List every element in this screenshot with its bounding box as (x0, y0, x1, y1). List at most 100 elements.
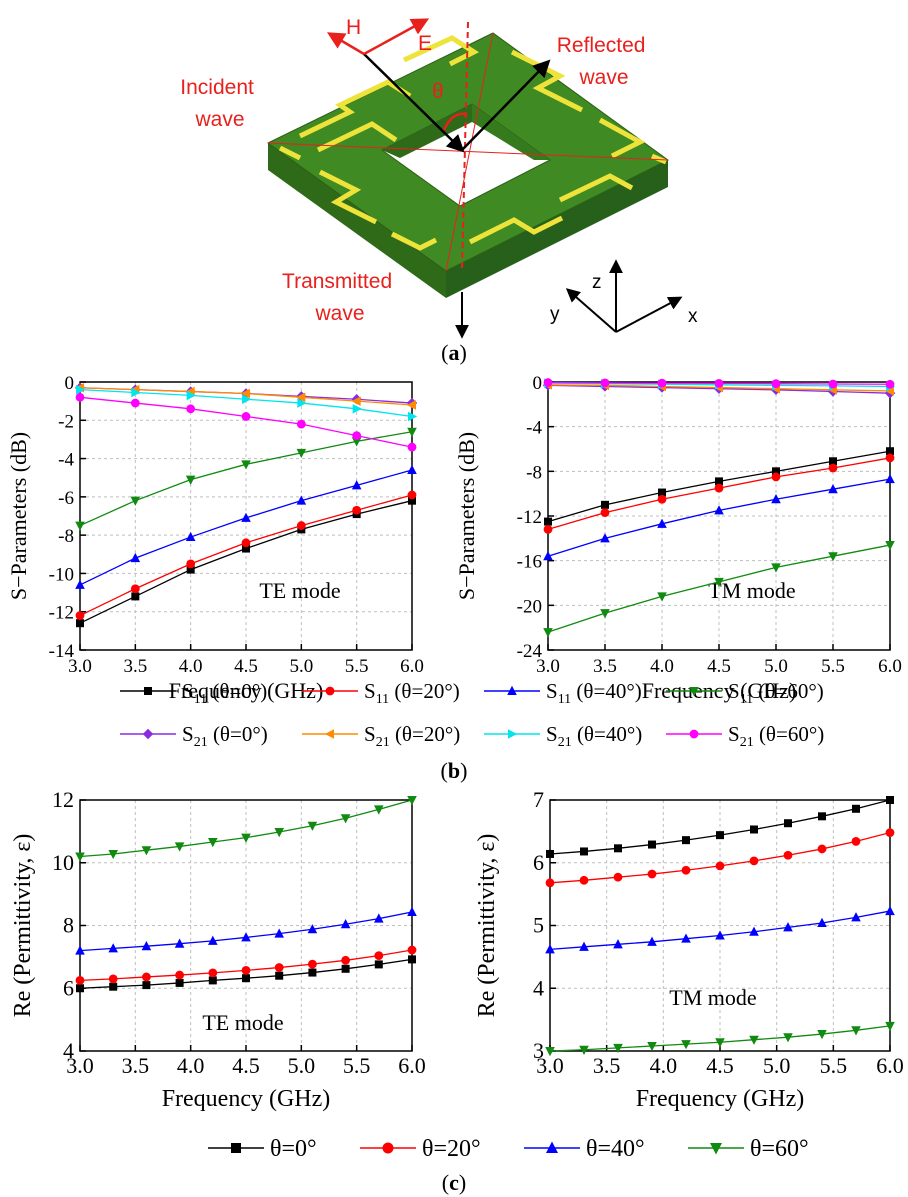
data-point (546, 849, 554, 858)
data-point (296, 392, 306, 403)
legend-label: S21 (θ=40°) (546, 722, 642, 750)
data-point (274, 828, 284, 838)
data-point (341, 955, 350, 965)
series-2 (75, 490, 417, 620)
data-point (130, 584, 140, 594)
y-tick-label: 6 (63, 975, 74, 1000)
data-point (714, 483, 724, 493)
legend-marker (507, 685, 517, 695)
data-point (886, 796, 894, 804)
data-point (851, 837, 861, 846)
y-tick-label: -6 (58, 488, 74, 509)
incident-arrow (363, 53, 465, 153)
data-point (241, 965, 251, 975)
substrate-left-side (268, 143, 446, 298)
data-point (579, 941, 589, 951)
data-point (885, 1021, 895, 1032)
x-tick-label: 3.5 (593, 1053, 621, 1078)
data-point (351, 437, 362, 447)
data-point (884, 386, 894, 396)
legend-label: S11 (θ=40°) (546, 679, 642, 707)
data-point (579, 875, 589, 885)
x-tick-label: 4.0 (177, 1053, 205, 1078)
data-point (307, 924, 318, 934)
e-field-label: E (418, 32, 432, 55)
y-tick-label: -10 (49, 564, 74, 585)
data-point (374, 913, 384, 923)
series-3 (545, 905, 895, 954)
legend-item: S21 (θ=0°) (120, 722, 268, 750)
mode-annotation: TM mode (669, 985, 756, 1010)
data-point (600, 508, 610, 518)
x-axis-label: x (688, 306, 698, 327)
data-point (406, 400, 416, 410)
data-point (657, 592, 667, 602)
legend-marker (144, 687, 152, 695)
legend-marker (546, 1141, 558, 1153)
data-point (886, 447, 894, 456)
data-point (242, 394, 252, 405)
data-point (784, 819, 792, 828)
data-point (771, 563, 781, 573)
legend-label: θ=20° (422, 1136, 481, 1162)
data-point (142, 981, 151, 990)
y-tick-label: 0 (533, 373, 543, 394)
data-point (600, 378, 610, 388)
data-point (108, 849, 118, 860)
legend-item: S21 (θ=60°) (666, 722, 824, 750)
data-point (141, 941, 152, 951)
data-point (543, 551, 553, 561)
legend-marker (508, 729, 518, 739)
data-point (351, 396, 361, 406)
data-point (142, 972, 151, 982)
data-point (241, 932, 251, 942)
y-tick-label: -12 (517, 507, 542, 528)
legend-item: θ=40° (524, 1136, 645, 1162)
data-point (75, 611, 85, 620)
y-tick-label: 4 (63, 1038, 74, 1063)
legend-label: S11 (θ=20°) (364, 679, 460, 707)
x-tick-label: 6.0 (878, 656, 902, 677)
x-tick-label: 3.0 (536, 1053, 564, 1078)
legend-label: S11 (θ=0°) (182, 679, 267, 707)
data-point (307, 821, 318, 831)
data-point (108, 974, 118, 984)
data-point (657, 378, 667, 388)
x-tick-label: 4.5 (234, 656, 258, 677)
data-point (76, 384, 86, 395)
data-point (351, 480, 362, 490)
data-point (241, 833, 251, 843)
series-4 (545, 1021, 895, 1057)
data-point (241, 512, 251, 522)
chart-c-te: 3.0 3.5 4.0 4.5 5.0 5.5 6.0 4 6 8 10 12 Frequency (G… (10, 787, 426, 1112)
data-point (817, 917, 827, 927)
y-tick-label: -12 (49, 603, 74, 624)
angle-label: θ (432, 80, 444, 103)
data-point (408, 411, 418, 422)
data-point (885, 473, 895, 484)
data-point (771, 494, 781, 504)
data-point (885, 453, 895, 463)
x-axis (615, 296, 683, 333)
data-point (274, 963, 284, 972)
y-tick-label: -16 (517, 552, 542, 573)
x-tick-label: 3.0 (66, 1053, 94, 1078)
data-point (601, 500, 609, 509)
y-tick-label: -2 (58, 411, 74, 432)
data-point (749, 926, 759, 936)
data-point (828, 484, 838, 494)
data-point (130, 496, 141, 506)
data-point (771, 379, 781, 389)
legend-item: S11 (θ=60°) (666, 679, 824, 707)
data-point (174, 842, 185, 852)
data-point (714, 378, 724, 388)
legend-marker (689, 687, 699, 697)
data-point (647, 869, 657, 879)
data-point (600, 609, 610, 619)
y-tick-label: -24 (517, 641, 543, 662)
x-tick-label: 5.0 (288, 1053, 316, 1078)
y-tick-label: 12 (52, 787, 74, 812)
legend-label: θ=60° (750, 1136, 809, 1162)
data-point (241, 412, 251, 421)
data-point (715, 930, 725, 940)
